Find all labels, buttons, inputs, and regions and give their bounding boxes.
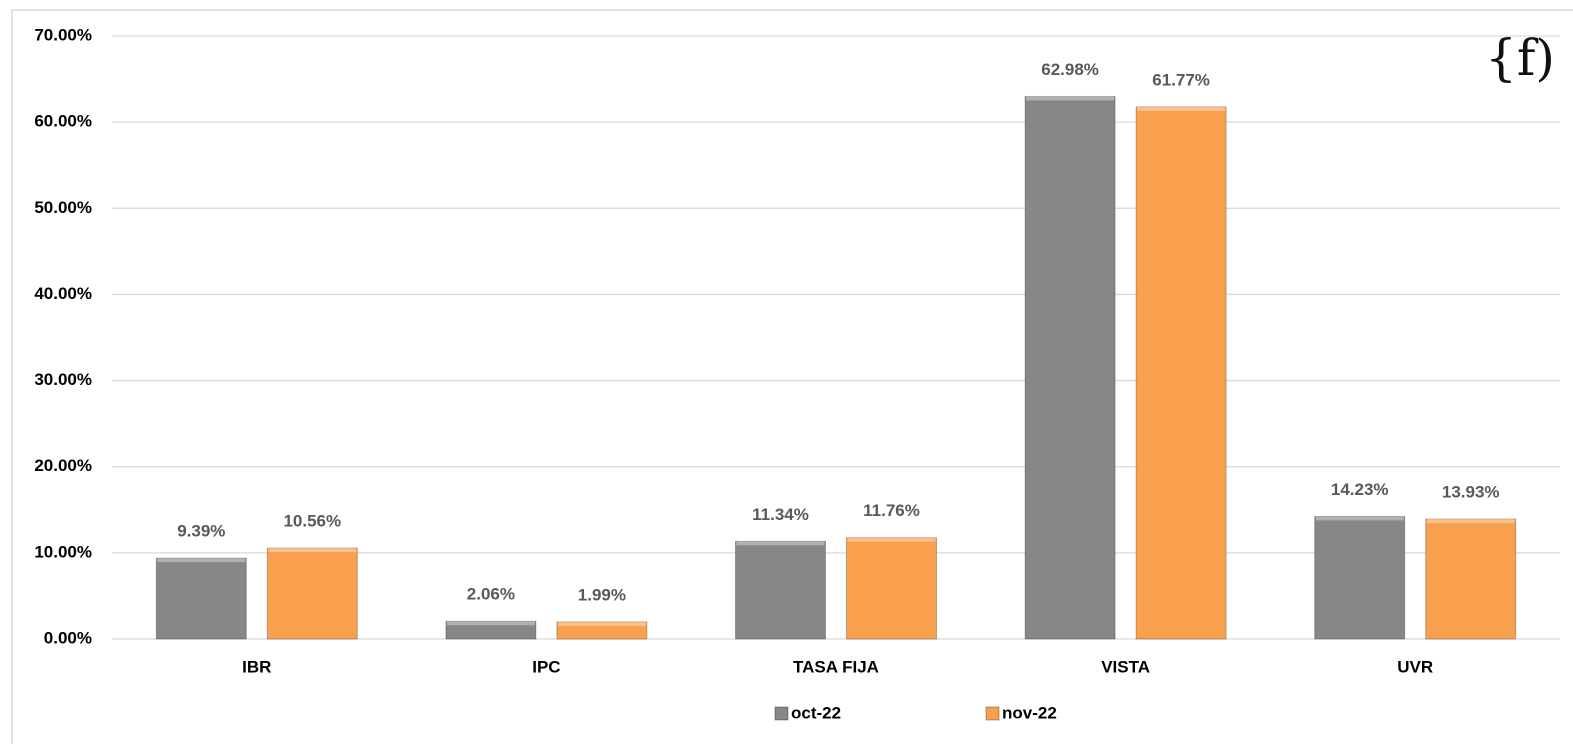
bar-highlight <box>1137 106 1226 111</box>
bar-highlight <box>1426 519 1515 524</box>
legend-swatch <box>985 706 1000 721</box>
data-label: 11.76% <box>863 501 920 520</box>
x-tick-label: IBR <box>242 657 271 676</box>
chart-border <box>11 9 1573 744</box>
y-tick-label: 50.00% <box>34 198 92 217</box>
bar-highlight <box>736 541 825 546</box>
data-label: 61.77% <box>1152 70 1210 89</box>
data-label: 14.23% <box>1331 480 1389 499</box>
bar-highlight <box>557 621 646 626</box>
bar-highlight <box>268 548 357 553</box>
data-label: 10.56% <box>283 512 341 531</box>
bar <box>155 557 247 640</box>
legend-swatch <box>774 706 789 721</box>
bar <box>1425 518 1517 640</box>
data-label: 2.06% <box>467 585 515 604</box>
data-label: 62.98% <box>1041 60 1099 79</box>
bar-highlight <box>157 558 246 563</box>
bar <box>266 547 358 640</box>
x-tick-label: TASA FIJA <box>793 657 879 676</box>
data-label: 11.34% <box>752 505 809 524</box>
y-tick-label: 0.00% <box>44 628 92 647</box>
x-tick-label: UVR <box>1397 657 1433 676</box>
bar-highlight <box>1026 96 1115 101</box>
y-tick-label: 30.00% <box>34 370 92 389</box>
logo: {f) <box>1485 29 1555 87</box>
data-label: 9.39% <box>177 522 225 541</box>
bar <box>1024 95 1116 640</box>
y-tick-label: 40.00% <box>34 284 92 303</box>
bar <box>1135 106 1227 640</box>
y-tick-label: 60.00% <box>34 112 92 131</box>
y-tick-label: 70.00% <box>34 25 92 44</box>
bar <box>846 537 937 640</box>
data-label: 1.99% <box>578 585 626 604</box>
bar <box>445 620 537 640</box>
bar <box>1314 515 1406 640</box>
legend-label: nov-22 <box>1002 703 1057 722</box>
x-tick-label: IPC <box>532 657 560 676</box>
bar-highlight <box>1315 516 1404 521</box>
bar-highlight <box>446 621 535 626</box>
y-tick-label: 10.00% <box>34 542 92 561</box>
legend-label: oct-22 <box>791 703 841 722</box>
bar <box>556 621 648 640</box>
bar <box>735 540 826 640</box>
x-tick-label: VISTA <box>1101 657 1150 676</box>
bar-highlight <box>847 537 936 542</box>
data-label: 13.93% <box>1442 482 1500 501</box>
y-tick-label: 20.00% <box>34 456 92 475</box>
